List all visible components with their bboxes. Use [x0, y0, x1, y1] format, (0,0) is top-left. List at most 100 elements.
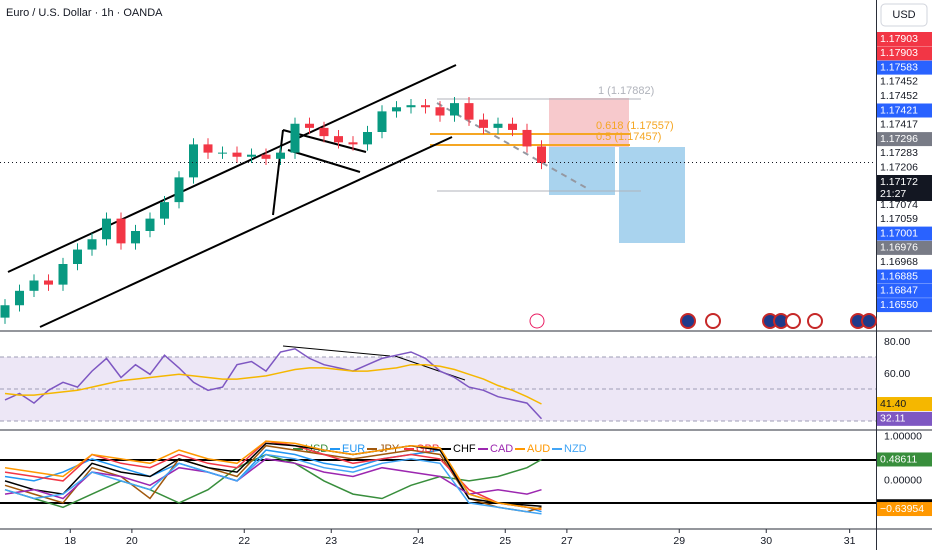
- y-tick-label: 80.00: [884, 336, 910, 348]
- price-tag: 1.16885: [880, 270, 918, 282]
- candle-body: [450, 103, 459, 116]
- price-tag: 1.17059: [880, 213, 918, 225]
- candle-body: [464, 103, 474, 120]
- value-tag-bg: [877, 397, 932, 412]
- candle-body: [334, 136, 343, 143]
- candle-body: [218, 152, 227, 154]
- x-tick-label: 23: [325, 535, 337, 547]
- candle-body: [261, 154, 271, 159]
- candle-body: [305, 123, 314, 128]
- price-tag: 1.17296: [880, 133, 918, 145]
- x-tick-label: 30: [760, 535, 772, 547]
- current-price-tag-bg: [877, 175, 932, 201]
- price-tag: 1.17074: [880, 199, 918, 211]
- candle-body: [29, 280, 39, 291]
- fib-label: 0.5 (1.17457): [596, 131, 661, 143]
- event-icon: [705, 313, 721, 329]
- candle-body: [102, 218, 111, 240]
- target-zone: [549, 98, 629, 147]
- x-tick-label: 25: [499, 535, 511, 547]
- price-tag: 1.17283: [880, 147, 918, 159]
- currency-label[interactable]: USD: [892, 9, 915, 21]
- value-tag: 0.48611: [880, 453, 917, 465]
- price-tag: 1.17903: [880, 33, 918, 45]
- price-tag-bg: [877, 132, 932, 147]
- candle-body: [203, 144, 213, 153]
- candle-body: [537, 146, 546, 163]
- price-tag-bg: [877, 226, 932, 241]
- price-tag: 1.17421: [880, 104, 918, 116]
- candle-body: [160, 202, 169, 219]
- candle-body: [348, 142, 358, 145]
- event-icon: [807, 313, 823, 329]
- legend-label: EUR: [342, 443, 365, 455]
- candle-body: [319, 127, 329, 137]
- candle-body: [435, 107, 445, 116]
- price-tag-bg: [877, 298, 932, 313]
- value-tag: 41.40: [880, 398, 906, 410]
- price-tag: 1.17206: [880, 161, 918, 173]
- candle-body: [131, 231, 140, 244]
- candle-body: [73, 249, 82, 264]
- candle-body: [406, 105, 416, 108]
- x-tick-label: 27: [561, 535, 573, 547]
- price-tag: 1.17583: [880, 61, 918, 73]
- candle-body: [145, 218, 155, 231]
- x-tick-label: 22: [238, 535, 250, 547]
- stop-zone: [549, 147, 615, 195]
- legend-label: CAD: [490, 443, 513, 455]
- currency-button[interactable]: [880, 3, 928, 27]
- series-line: [4, 453, 542, 515]
- price-tag: 1.16847: [880, 285, 918, 297]
- event-icon: [529, 313, 545, 329]
- price-tag: 1.16968: [880, 256, 918, 268]
- fib-label: 0.618 (1.17557): [596, 120, 674, 132]
- series-line: [4, 363, 542, 405]
- current-price-tag: 1.17172: [880, 176, 918, 188]
- price-tag-bg: [877, 103, 932, 118]
- candle-body: [174, 177, 184, 203]
- event-icon: [861, 313, 877, 329]
- y-tick-label: 60.00: [884, 368, 910, 380]
- y-tick-label: 1.00000: [884, 431, 922, 443]
- stop-zone: [619, 147, 685, 243]
- chart-title: Euro / U.S. Dollar · 1h · OANDA: [6, 7, 163, 19]
- price-tag: 1.17903: [880, 47, 918, 59]
- event-icon: [680, 313, 696, 329]
- x-tick-label: 24: [412, 535, 424, 547]
- divergence-line: [282, 345, 391, 357]
- legend-label: AUD: [527, 443, 550, 455]
- price-tag-bg: [877, 269, 932, 284]
- price-tag-bg: [877, 60, 932, 75]
- flag-line: [272, 129, 284, 216]
- candle-body: [0, 305, 10, 318]
- series-line: [4, 453, 542, 509]
- value-tag-bg: [877, 502, 932, 517]
- price-tag: 1.17417: [880, 119, 918, 131]
- price-tag-bg: [877, 283, 932, 298]
- candle-body: [116, 218, 126, 244]
- series-line: [4, 347, 543, 420]
- fib-label: 1 (1.17882): [598, 85, 654, 97]
- candle-body: [247, 154, 256, 157]
- candle-body: [15, 290, 24, 306]
- candle-body: [377, 111, 387, 132]
- price-tag-bg: [877, 32, 932, 46]
- candle-body: [290, 123, 300, 153]
- series-line: [4, 440, 542, 510]
- projection-line: [436, 102, 591, 191]
- countdown: 21:27: [880, 188, 906, 200]
- x-tick-label: 20: [126, 535, 138, 547]
- value-tag: 32.11: [880, 413, 906, 425]
- value-tag-bg: [877, 452, 932, 467]
- price-tag: 1.17452: [880, 90, 918, 102]
- event-icons: [529, 313, 877, 329]
- candle-body: [58, 264, 68, 285]
- price-tag: 1.17001: [880, 227, 918, 239]
- price-tag: 1.16550: [880, 299, 918, 311]
- candle-body: [421, 105, 430, 108]
- price-tag: 1.17452: [880, 76, 918, 88]
- candle-body: [392, 107, 401, 112]
